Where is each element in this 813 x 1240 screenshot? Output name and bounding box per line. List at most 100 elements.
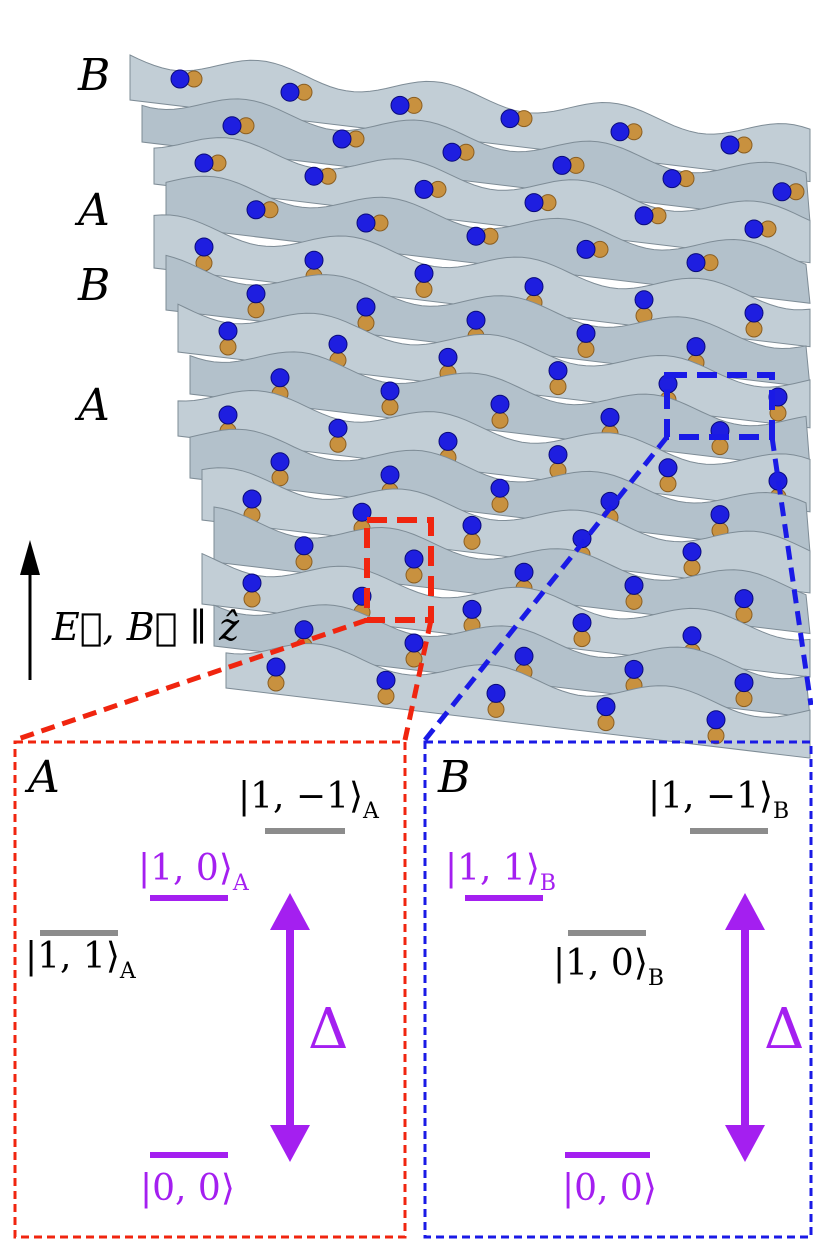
layer-label: B <box>77 50 110 101</box>
atom <box>467 311 485 329</box>
atom <box>488 701 504 717</box>
ket-sub: B <box>773 799 789 824</box>
atom <box>391 96 409 114</box>
gap-label: Δ <box>764 997 804 1062</box>
atom <box>736 607 752 623</box>
atom <box>712 439 728 455</box>
state-label: |1, −1⟩A <box>238 776 380 824</box>
atom <box>578 341 594 357</box>
atom <box>271 453 289 471</box>
atom <box>577 324 595 342</box>
lattice-surface <box>130 55 810 758</box>
arrow-head <box>725 1125 765 1162</box>
atom <box>295 537 313 555</box>
ket-sub: A <box>119 959 137 984</box>
atom <box>195 154 213 172</box>
atom <box>553 156 571 174</box>
panel-label: B <box>437 752 470 803</box>
atom <box>171 70 189 88</box>
arrow-head <box>270 893 310 930</box>
atom <box>635 207 653 225</box>
state-label: |1, 0⟩A <box>138 848 250 896</box>
atom <box>244 591 260 607</box>
atom <box>491 479 509 497</box>
atom <box>415 264 433 282</box>
ket-sub: B <box>648 966 664 991</box>
atom <box>549 446 567 464</box>
atom <box>223 117 241 135</box>
state-label: |1, 1⟩B <box>445 848 556 896</box>
layer-label: A <box>74 380 110 431</box>
arrow-head <box>270 1125 310 1162</box>
atom <box>550 379 566 395</box>
atom <box>746 321 762 337</box>
atom <box>625 576 643 594</box>
state-label: |1, 0⟩B <box>553 943 664 991</box>
atom <box>463 516 481 534</box>
atom <box>687 254 705 272</box>
atom <box>247 201 265 219</box>
atom <box>515 647 533 665</box>
atom <box>501 110 519 128</box>
atom <box>405 634 423 652</box>
state-label: |1, 1⟩A <box>25 936 137 984</box>
atom <box>601 408 619 426</box>
ket: |1, 0⟩ <box>553 943 648 984</box>
ket: |1, −1⟩ <box>648 776 773 817</box>
state-label: |0, 0⟩ <box>562 1168 657 1209</box>
layer-label: A <box>74 185 110 236</box>
ket-sub: A <box>362 799 380 824</box>
atom <box>195 238 213 256</box>
atom <box>597 698 615 716</box>
atom <box>491 395 509 413</box>
ket-sub: A <box>232 871 250 896</box>
atom <box>357 298 375 316</box>
atom <box>735 590 753 608</box>
atom <box>687 338 705 356</box>
atom <box>382 399 398 415</box>
atom <box>464 533 480 549</box>
atom <box>333 130 351 148</box>
atom <box>611 123 629 141</box>
atom <box>573 614 591 632</box>
atom <box>626 593 642 609</box>
atom <box>378 688 394 704</box>
atom <box>635 291 653 309</box>
atom <box>305 167 323 185</box>
atom <box>243 574 261 592</box>
atom <box>684 560 700 576</box>
atom <box>329 419 347 437</box>
atom <box>773 183 791 201</box>
atom <box>598 715 614 731</box>
atom <box>281 83 299 101</box>
atom <box>492 496 508 512</box>
arrow-head <box>20 540 40 575</box>
ket: |1, −1⟩ <box>238 776 363 817</box>
atom <box>267 658 285 676</box>
atom <box>745 220 763 238</box>
atom <box>549 362 567 380</box>
atom <box>683 627 701 645</box>
atom <box>305 251 323 269</box>
ket-sub: B <box>540 871 556 896</box>
ket: |1, 0⟩ <box>138 848 233 889</box>
atom <box>220 339 236 355</box>
atom <box>711 506 729 524</box>
atom <box>663 170 681 188</box>
atom <box>577 240 595 258</box>
ket: |1, 1⟩ <box>25 936 120 977</box>
atom <box>248 302 264 318</box>
atom <box>487 684 505 702</box>
atom <box>357 214 375 232</box>
atom <box>443 143 461 161</box>
figure: B A B A E⃗, B⃗ ∥ ẑ A |1, −1⟩A |1, 0⟩A |1… <box>0 0 813 1240</box>
atom <box>329 335 347 353</box>
ket: |1, 1⟩ <box>445 848 540 889</box>
atom <box>219 322 237 340</box>
atom <box>247 285 265 303</box>
atom <box>467 227 485 245</box>
atom <box>268 675 284 691</box>
atom <box>406 567 422 583</box>
atom <box>660 476 676 492</box>
atom <box>515 563 533 581</box>
